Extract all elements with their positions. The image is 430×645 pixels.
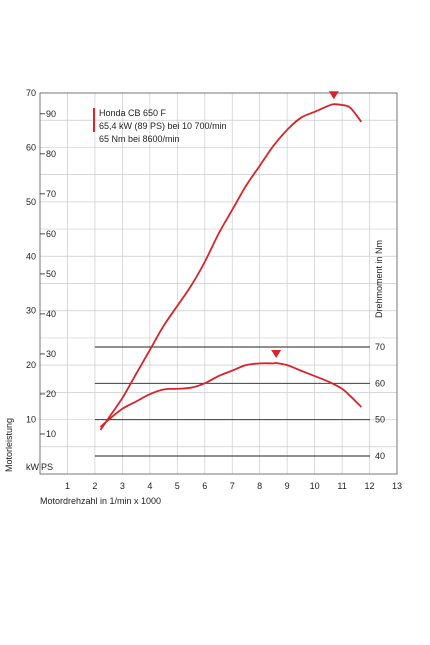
ps-tick-label: 80 <box>46 149 56 159</box>
x-tick-label: 13 <box>392 481 402 491</box>
unit-ps-label: PS <box>41 462 53 472</box>
x-tick-label: 3 <box>120 481 125 491</box>
kw-tick-label: 20 <box>26 360 36 370</box>
torque-tick-label: 50 <box>375 415 385 425</box>
ps-tick-label: 30 <box>46 349 56 359</box>
x-tick-label: 4 <box>147 481 152 491</box>
x-tick-label: 5 <box>175 481 180 491</box>
y-axis-label-right: Drehmoment in Nm <box>374 240 384 318</box>
torque-reference-lines: 40 50 60 70 <box>94 342 385 461</box>
kw-tick-label: 70 <box>26 88 36 98</box>
x-tick-label: 11 <box>337 481 346 491</box>
axis-ticks: 1 2 3 4 5 6 7 8 9 10 11 12 1310203040506070102030405… <box>26 88 402 491</box>
ps-tick-label: 60 <box>46 229 56 239</box>
kw-tick-label: 10 <box>26 415 36 425</box>
data-curves <box>99 91 363 431</box>
ps-tick-label: 90 <box>46 109 56 119</box>
x-tick-label: 1 <box>65 481 70 491</box>
x-tick-label: 7 <box>230 481 235 491</box>
legend-line-power: 65,4 kW (89 PS) bei 10 700/min <box>99 121 227 131</box>
x-tick-label: 8 <box>257 481 262 491</box>
x-tick-label: 12 <box>365 481 375 491</box>
peak-marker <box>271 349 282 358</box>
kw-tick-label: 60 <box>26 142 36 152</box>
ps-tick-label: 70 <box>46 189 56 199</box>
kw-tick-label: 50 <box>26 197 36 207</box>
torque-curve <box>99 362 362 428</box>
x-tick-label: 10 <box>310 481 320 491</box>
torque-tick-label: 70 <box>375 342 385 352</box>
ps-tick-label: 10 <box>46 429 56 439</box>
plot-frame <box>39 92 398 475</box>
legend-title: Honda CB 650 F <box>99 108 167 118</box>
peak-marker <box>328 91 339 100</box>
x-tick-label: 9 <box>285 481 290 491</box>
legend: Honda CB 650 F 65,4 kW (89 PS) bei 10 70… <box>93 108 227 144</box>
x-tick-label: 2 <box>92 481 97 491</box>
y-axis-label-left: Motorleistung <box>4 418 14 472</box>
ps-tick-label: 50 <box>46 269 56 279</box>
power-curve <box>99 103 363 431</box>
kw-tick-label: 40 <box>26 251 36 261</box>
x-tick-label: 6 <box>202 481 207 491</box>
ps-tick-label: 40 <box>46 309 56 319</box>
grid-lines <box>40 93 397 474</box>
unit-kw-label: kW <box>26 462 40 472</box>
kw-tick-label: 30 <box>26 306 36 316</box>
x-axis-label: Motordrehzahl in 1/min x 1000 <box>40 496 161 506</box>
torque-tick-label: 60 <box>375 378 385 388</box>
torque-tick-label: 40 <box>375 451 385 461</box>
ps-tick-label: 20 <box>46 389 56 399</box>
legend-line-torque: 65 Nm bei 8600/min <box>99 134 180 144</box>
